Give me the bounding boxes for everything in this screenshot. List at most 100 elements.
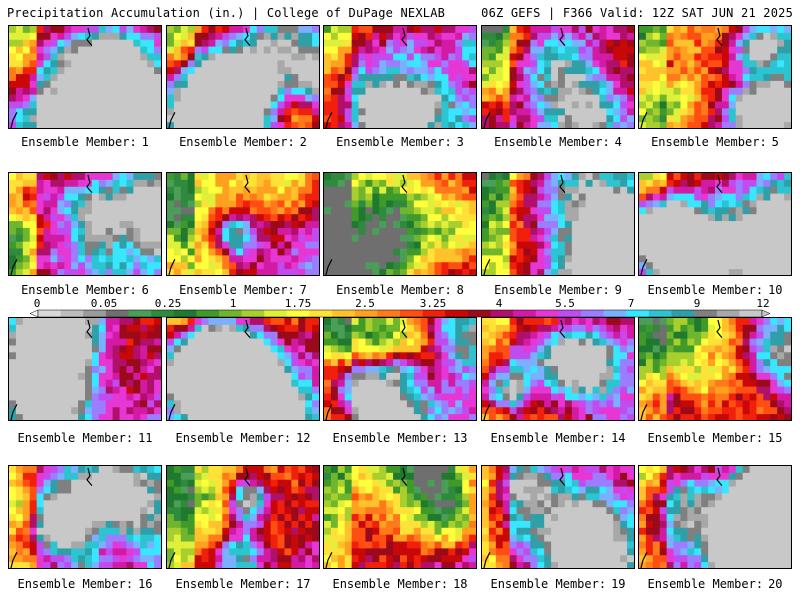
ensemble-map-4 bbox=[481, 25, 635, 129]
precip-field-19 bbox=[482, 466, 634, 568]
precip-colorbar bbox=[29, 309, 771, 318]
colorbar-tick-label: 0 bbox=[33, 297, 41, 310]
member-caption-13: Ensemble Member: 13 bbox=[321, 431, 479, 445]
caption-prefix: Ensemble Member: bbox=[179, 283, 295, 297]
precip-field-10 bbox=[639, 173, 791, 275]
caption-prefix: Ensemble Member: bbox=[332, 577, 449, 591]
member-number: 4 bbox=[614, 135, 622, 149]
colorbar-swatch bbox=[739, 310, 763, 317]
coastline-outline bbox=[10, 467, 93, 568]
precip-field-18 bbox=[324, 466, 476, 568]
caption-prefix: Ensemble Member: bbox=[647, 431, 764, 445]
member-caption-11: Ensemble Member: 11 bbox=[6, 431, 164, 445]
caption-prefix: Ensemble Member: bbox=[21, 283, 137, 297]
member-caption-14: Ensemble Member: 14 bbox=[479, 431, 637, 445]
colorbar-swatch bbox=[38, 310, 61, 317]
coastline-outline bbox=[10, 27, 93, 128]
ensemble-map-17 bbox=[166, 465, 320, 569]
ensemble-map-8 bbox=[323, 172, 477, 276]
member-number: 1 bbox=[141, 135, 149, 149]
colorbar-swatch bbox=[309, 310, 333, 317]
coastline-outline bbox=[168, 319, 251, 420]
member-caption-17: Ensemble Member: 17 bbox=[164, 577, 322, 591]
ensemble-map-14 bbox=[481, 317, 635, 421]
coastline-outline bbox=[640, 27, 723, 128]
member-caption-9: Ensemble Member: 9 bbox=[479, 283, 637, 297]
ensemble-map-19 bbox=[481, 465, 635, 569]
precip-field-5 bbox=[639, 26, 791, 128]
coastline-outline bbox=[483, 467, 566, 568]
colorbar-swatch bbox=[535, 310, 559, 317]
caption-prefix: Ensemble Member: bbox=[336, 283, 452, 297]
member-number: 3 bbox=[456, 135, 464, 149]
coastline-outline bbox=[640, 319, 723, 420]
colorbar-swatch bbox=[513, 310, 537, 317]
caption-prefix: Ensemble Member: bbox=[651, 135, 767, 149]
colorbar-swatch bbox=[264, 310, 288, 317]
member-number: 20 bbox=[768, 577, 783, 591]
member-caption-7: Ensemble Member: 7 bbox=[164, 283, 322, 297]
member-number: 14 bbox=[611, 431, 626, 445]
ensemble-map-15 bbox=[638, 317, 792, 421]
precip-field-14 bbox=[482, 318, 634, 420]
colorbar-min-arrow bbox=[29, 309, 39, 318]
colorbar-tick-label: 3.25 bbox=[419, 297, 447, 310]
colorbar-tick-label: 0.25 bbox=[154, 297, 182, 310]
colorbar-swatch bbox=[648, 310, 672, 317]
ensemble-map-5 bbox=[638, 25, 792, 129]
caption-prefix: Ensemble Member: bbox=[647, 577, 764, 591]
member-number: 16 bbox=[138, 577, 153, 591]
caption-prefix: Ensemble Member: bbox=[494, 283, 610, 297]
colorbar-swatch bbox=[354, 310, 378, 317]
coastline-outline bbox=[483, 27, 566, 128]
member-caption-12: Ensemble Member: 12 bbox=[164, 431, 322, 445]
coastline-outline bbox=[168, 27, 251, 128]
caption-prefix: Ensemble Member: bbox=[494, 135, 610, 149]
caption-prefix: Ensemble Member: bbox=[490, 431, 607, 445]
colorbar-max-arrow bbox=[761, 309, 771, 318]
colorbar-swatch bbox=[400, 310, 423, 317]
coastline-outline bbox=[640, 467, 723, 568]
member-caption-6: Ensemble Member: 6 bbox=[6, 283, 164, 297]
member-number: 18 bbox=[453, 577, 468, 591]
caption-prefix: Ensemble Member: bbox=[175, 577, 292, 591]
precip-field-13 bbox=[324, 318, 476, 420]
member-number: 19 bbox=[611, 577, 626, 591]
member-caption-19: Ensemble Member: 19 bbox=[479, 577, 637, 591]
ensemble-map-7 bbox=[166, 172, 320, 276]
precip-field-20 bbox=[639, 466, 791, 568]
colorbar-swatch bbox=[467, 310, 491, 317]
colorbar-tick-label: 1.75 bbox=[284, 297, 312, 310]
precip-field-8 bbox=[324, 173, 476, 275]
ensemble-map-20 bbox=[638, 465, 792, 569]
precip-field-7 bbox=[167, 173, 319, 275]
coastline-outline bbox=[325, 319, 408, 420]
colorbar-tick-label: 2.5 bbox=[355, 297, 375, 310]
colorbar-swatch bbox=[558, 310, 582, 317]
member-caption-1: Ensemble Member: 1 bbox=[6, 135, 164, 149]
run-valid-time: 06Z GEFS | F366 Valid: 12Z SAT JUN 21 20… bbox=[481, 6, 793, 20]
caption-prefix: Ensemble Member: bbox=[17, 431, 134, 445]
member-number: 6 bbox=[141, 283, 149, 297]
precip-field-4 bbox=[482, 26, 634, 128]
precip-field-3 bbox=[324, 26, 476, 128]
ensemble-map-1 bbox=[8, 25, 162, 129]
member-caption-10: Ensemble Member: 10 bbox=[636, 283, 794, 297]
colorbar-swatch bbox=[219, 310, 242, 317]
precip-field-6 bbox=[9, 173, 161, 275]
caption-prefix: Ensemble Member: bbox=[336, 135, 452, 149]
member-caption-16: Ensemble Member: 16 bbox=[6, 577, 164, 591]
colorbar-swatch bbox=[286, 310, 310, 317]
ensemble-map-13 bbox=[323, 317, 477, 421]
precip-field-16 bbox=[9, 466, 161, 568]
ensemble-map-18 bbox=[323, 465, 477, 569]
member-caption-2: Ensemble Member: 2 bbox=[164, 135, 322, 149]
colorbar-swatch bbox=[173, 310, 197, 317]
coastline-outline bbox=[640, 174, 723, 275]
caption-prefix: Ensemble Member: bbox=[175, 431, 292, 445]
colorbar-tick-label: 9 bbox=[693, 297, 701, 310]
member-caption-15: Ensemble Member: 15 bbox=[636, 431, 794, 445]
caption-prefix: Ensemble Member: bbox=[332, 431, 449, 445]
colorbar-swatch bbox=[151, 310, 175, 317]
ensemble-map-6 bbox=[8, 172, 162, 276]
